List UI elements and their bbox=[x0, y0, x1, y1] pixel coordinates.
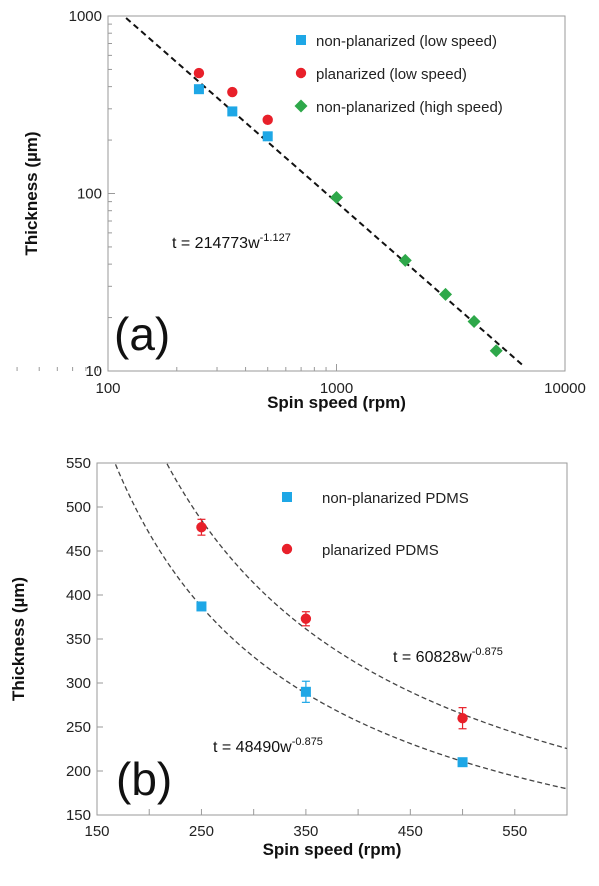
data-point bbox=[227, 86, 238, 98]
y-axis-label: Thickness (µm) bbox=[9, 577, 28, 701]
fit-curve bbox=[114, 463, 567, 790]
data-point bbox=[227, 106, 238, 117]
x-tick-label: 350 bbox=[293, 823, 318, 840]
y-axis-label: Thickness (µm) bbox=[22, 131, 41, 255]
legend-label: non-planarized (high speed) bbox=[316, 99, 503, 116]
legend-marker bbox=[282, 492, 292, 502]
data-point bbox=[467, 315, 481, 329]
data-point bbox=[300, 613, 312, 624]
x-tick-label: 10000 bbox=[544, 380, 586, 397]
data-point bbox=[457, 713, 468, 724]
fit-equation: t = 48490w-0.875 bbox=[213, 736, 323, 756]
legend-label: planarized (low speed) bbox=[316, 66, 467, 83]
data-point bbox=[330, 190, 343, 204]
data-point bbox=[300, 686, 311, 697]
data-point bbox=[193, 84, 204, 95]
legend-label: planarized PDMS bbox=[322, 542, 439, 559]
data-point bbox=[193, 67, 205, 79]
x-axis-label: Spin speed (rpm) bbox=[263, 840, 402, 859]
data-point bbox=[489, 344, 503, 358]
x-tick-label: 1000 bbox=[320, 380, 353, 397]
data-point bbox=[196, 522, 207, 533]
panel-label: (b) bbox=[116, 753, 172, 805]
data-point bbox=[262, 131, 273, 142]
y-tick-label: 1000 bbox=[69, 8, 102, 25]
fit-equation: t = 214773w-1.127 bbox=[172, 232, 291, 252]
fit-line bbox=[125, 17, 523, 366]
y-tick-label: 550 bbox=[66, 455, 91, 472]
x-tick-label: 150 bbox=[84, 823, 109, 840]
legend-marker bbox=[295, 67, 307, 79]
x-tick-label: 100 bbox=[95, 380, 120, 397]
legend-label: non-planarized (low speed) bbox=[316, 33, 497, 50]
y-tick-label: 100 bbox=[77, 186, 102, 203]
data-point bbox=[196, 601, 207, 612]
x-tick-label: 250 bbox=[189, 823, 214, 840]
data-point bbox=[398, 253, 412, 267]
legend-label: non-planarized PDMS bbox=[322, 490, 469, 507]
legend-marker bbox=[281, 543, 293, 555]
y-tick-label: 450 bbox=[66, 543, 91, 560]
fit-equation: t = 60828w-0.875 bbox=[393, 646, 503, 666]
fit-curve bbox=[165, 463, 567, 750]
legend-marker bbox=[296, 35, 306, 45]
x-tick-label: 450 bbox=[398, 823, 423, 840]
y-tick-label: 10 bbox=[85, 363, 102, 380]
y-tick-label: 500 bbox=[66, 499, 91, 516]
data-point bbox=[457, 757, 468, 768]
chart-b: 150 250 350 450 550 150 200 250 300 350 400 450 500 5… bbox=[9, 455, 568, 859]
y-tick-label: 300 bbox=[66, 675, 91, 692]
x-axis-label: Spin speed (rpm) bbox=[267, 393, 406, 412]
data-point bbox=[262, 114, 273, 126]
y-tick-label: 200 bbox=[66, 763, 91, 780]
y-tick-label: 150 bbox=[66, 807, 91, 824]
legend-marker bbox=[294, 99, 308, 113]
y-tick-label: 350 bbox=[66, 631, 91, 648]
data-point bbox=[439, 287, 453, 301]
y-tick-label: 400 bbox=[66, 587, 91, 604]
x-tick-label: 550 bbox=[502, 823, 527, 840]
y-tick-label: 250 bbox=[66, 719, 91, 736]
panel-label: (a) bbox=[114, 308, 170, 360]
